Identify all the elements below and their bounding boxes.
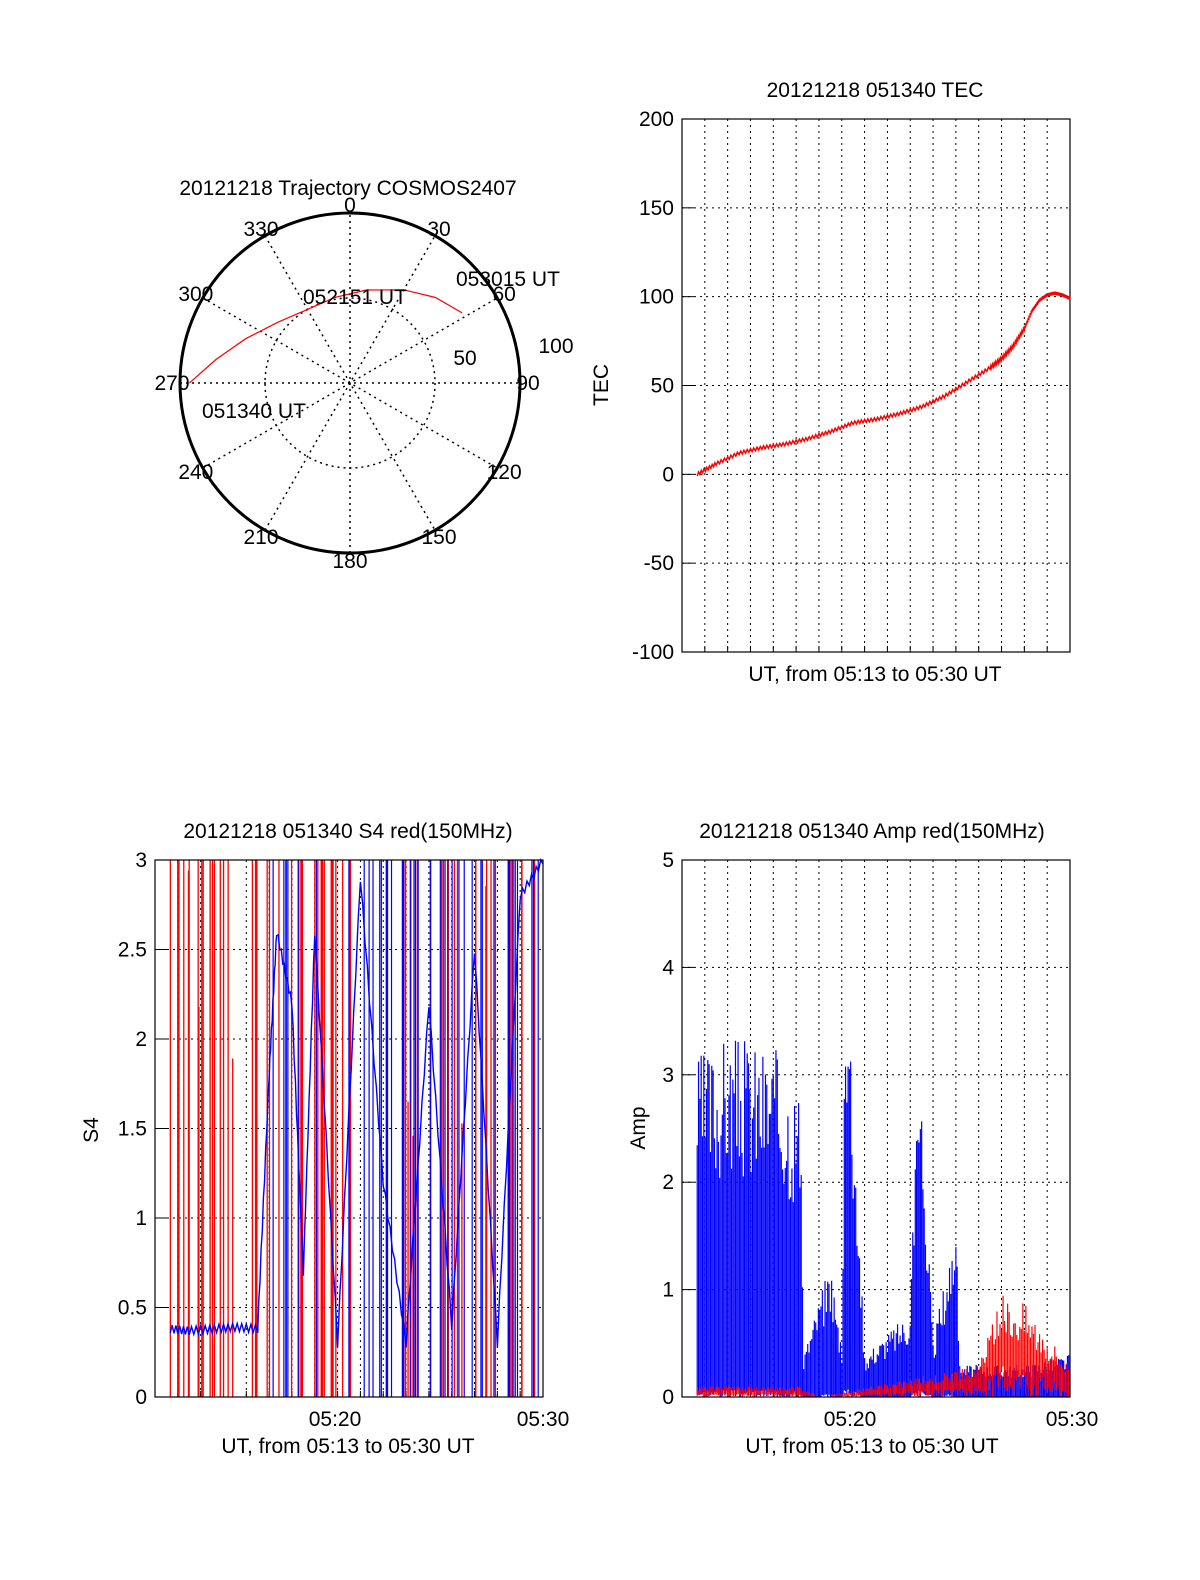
s4-ytick-label-5: 0.5: [118, 1297, 147, 1320]
s4-xtick-0520: 05:20: [309, 1408, 362, 1431]
s4-ylabel: S4: [80, 1117, 103, 1143]
amp-blue-series: [696, 1040, 1070, 1397]
polar-angle-label-210: 210: [243, 526, 278, 549]
s4-title: 20121218 051340 S4 red(150MHz): [183, 820, 512, 843]
trajectory-middle-label: 052151 UT: [303, 286, 407, 309]
s4-ytick-label-1: 2.5: [118, 939, 147, 962]
s4-xlabel: UT, from 05:13 to 05:30 UT: [221, 1435, 474, 1458]
polar-spokes: [180, 213, 520, 553]
tec-ytick-label-2: 100: [639, 286, 674, 309]
amp-xlabel: UT, from 05:13 to 05:30 UT: [745, 1435, 998, 1458]
tec-ytick-label-4: 0: [662, 463, 674, 486]
tec-title: 20121218 051340 TEC: [767, 79, 984, 102]
polar-angle-label-90: 90: [516, 372, 539, 395]
s4-chart: 20121218 051340 S4 red(150MHz) 3 2.5 2 1.5 1…: [80, 820, 569, 1458]
polar-angle-label-30: 30: [427, 218, 450, 241]
polar-angle-label-270: 270: [154, 372, 189, 395]
tec-ylabel: TEC: [590, 364, 613, 406]
tec-chart: 20121218 051340 TEC 200150100500-50-100 …: [590, 79, 1071, 686]
polar-radius-label-50: 50: [453, 347, 476, 370]
amp-ytick-label-3: 2: [662, 1171, 674, 1194]
s4-blue-series: [169, 858, 544, 1397]
polar-angle-label-330: 330: [243, 218, 278, 241]
s4-ytick-label-4: 1: [135, 1207, 147, 1230]
amp-ytick-label-1: 4: [662, 956, 674, 979]
s4-ytick-label-0: 3: [135, 849, 147, 872]
amp-ylabel: Amp: [627, 1106, 650, 1149]
s4-red-series: [169, 860, 536, 1397]
tec-grid: [682, 119, 1070, 652]
tec-ytick-label-0: 200: [639, 108, 674, 131]
amp-ytick-label-0: 5: [662, 849, 674, 872]
polar-angle-label-60: 60: [492, 283, 515, 306]
polar-spoke-150: [264, 235, 436, 531]
polar-angle-label-300: 300: [178, 283, 213, 306]
tec-ytick-label-5: -50: [644, 552, 674, 575]
s4-ytick-label-6: 0: [135, 1386, 147, 1409]
amp-chart: 20121218 051340 Amp red(150MHz) 5 4 3 2 1 0 0…: [627, 820, 1098, 1458]
tec-series-line: [696, 291, 1071, 477]
amp-xtick-0520: 05:20: [824, 1408, 877, 1431]
trajectory-start-label: 051340 UT: [202, 400, 306, 423]
polar-angle-label-150: 150: [421, 526, 456, 549]
polar-angle-label-120: 120: [487, 461, 522, 484]
amp-title: 20121218 051340 Amp red(150MHz): [699, 820, 1045, 843]
amp-ytick-label-4: 1: [662, 1279, 674, 1302]
tec-ytick-label-1: 150: [639, 197, 674, 220]
s4-ytick-label-3: 1.5: [118, 1118, 147, 1141]
s4-xtick-0530: 05:30: [517, 1408, 570, 1431]
amp-xtick-0530: 05:30: [1046, 1408, 1099, 1431]
s4-ytick-label-2: 2: [135, 1028, 147, 1051]
polar-chart: 20121218 Trajectory COSMOS2407 0 30 60 90 12…: [154, 177, 573, 573]
tec-y-ticks: 200 150 100 50 0 -50 -100: [632, 108, 694, 664]
polar-angle-labels: 0 30 60 90 120 150 180 210 240 270 300 330: [154, 194, 539, 573]
tec-xlabel: UT, from 05:13 to 05:30 UT: [748, 663, 1001, 686]
amp-plot-frame: [681, 859, 1071, 1398]
polar-angle-label-0: 0: [344, 194, 356, 217]
trajectory-end-label: 053015 UT: [456, 268, 560, 291]
amp-red-series: [696, 1295, 1070, 1397]
trajectory-line: [189, 289, 463, 384]
polar-radius-label-100: 100: [538, 335, 573, 358]
polar-angle-label-240: 240: [178, 461, 213, 484]
tec-ytick-label-3: 50: [651, 375, 674, 398]
amp-ytick-label-2: 3: [662, 1064, 674, 1087]
s4-blue-line: [169, 858, 544, 1348]
polar-title: 20121218 Trajectory COSMOS2407: [179, 177, 516, 200]
amp-y-ticks: 5 4 3 2 1 0: [662, 849, 694, 1409]
tec-ytick-label-6: -100: [632, 641, 674, 664]
polar-angle-label-180: 180: [332, 550, 367, 573]
amp-ytick-label-5: 0: [662, 1386, 674, 1409]
s4-y-ticks: 3 2.5 2 1.5 1 0.5 0: [118, 849, 167, 1409]
